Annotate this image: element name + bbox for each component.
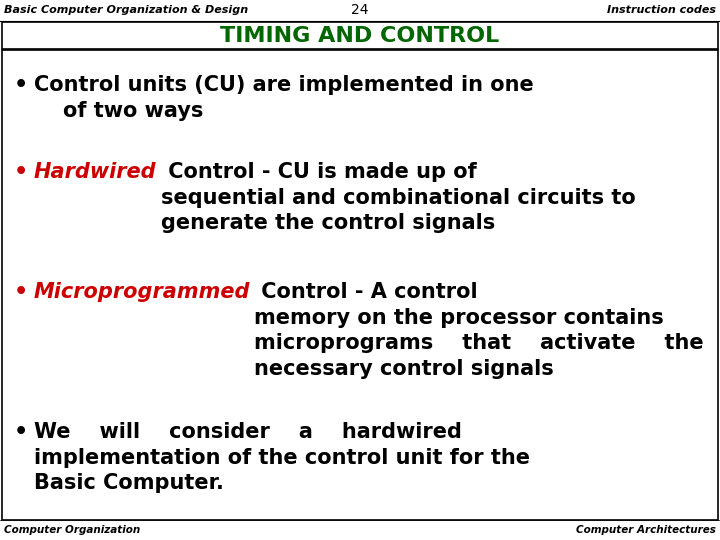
Text: •: •	[14, 282, 28, 302]
Text: Control units (CU) are implemented in one
    of two ways: Control units (CU) are implemented in on…	[34, 75, 534, 120]
Text: Hardwired: Hardwired	[34, 162, 157, 182]
Text: •: •	[14, 162, 28, 182]
Text: •: •	[14, 75, 28, 95]
Bar	[2, 50, 718, 520]
Text: We    will    consider    a    hardwired
implementation of the control unit for : We will consider a hardwired implementat…	[34, 422, 530, 493]
Text: Basic Computer Organization & Design: Basic Computer Organization & Design	[4, 5, 248, 15]
Text: Instruction codes: Instruction codes	[607, 5, 716, 15]
Text: 24: 24	[351, 3, 369, 17]
Text: Computer Architectures: Computer Architectures	[576, 525, 716, 535]
Text: Computer Organization: Computer Organization	[4, 525, 140, 535]
Bar	[2, 22, 718, 49]
Text: TIMING AND CONTROL: TIMING AND CONTROL	[220, 25, 500, 45]
Text: Control - A control
memory on the processor contains
microprograms    that    ac: Control - A control memory on the proces…	[254, 282, 704, 379]
Text: •: •	[14, 422, 28, 442]
Text: Control - CU is made up of
sequential and combinational circuits to
generate the: Control - CU is made up of sequential an…	[161, 162, 635, 233]
Text: Microprogrammed: Microprogrammed	[34, 282, 251, 302]
